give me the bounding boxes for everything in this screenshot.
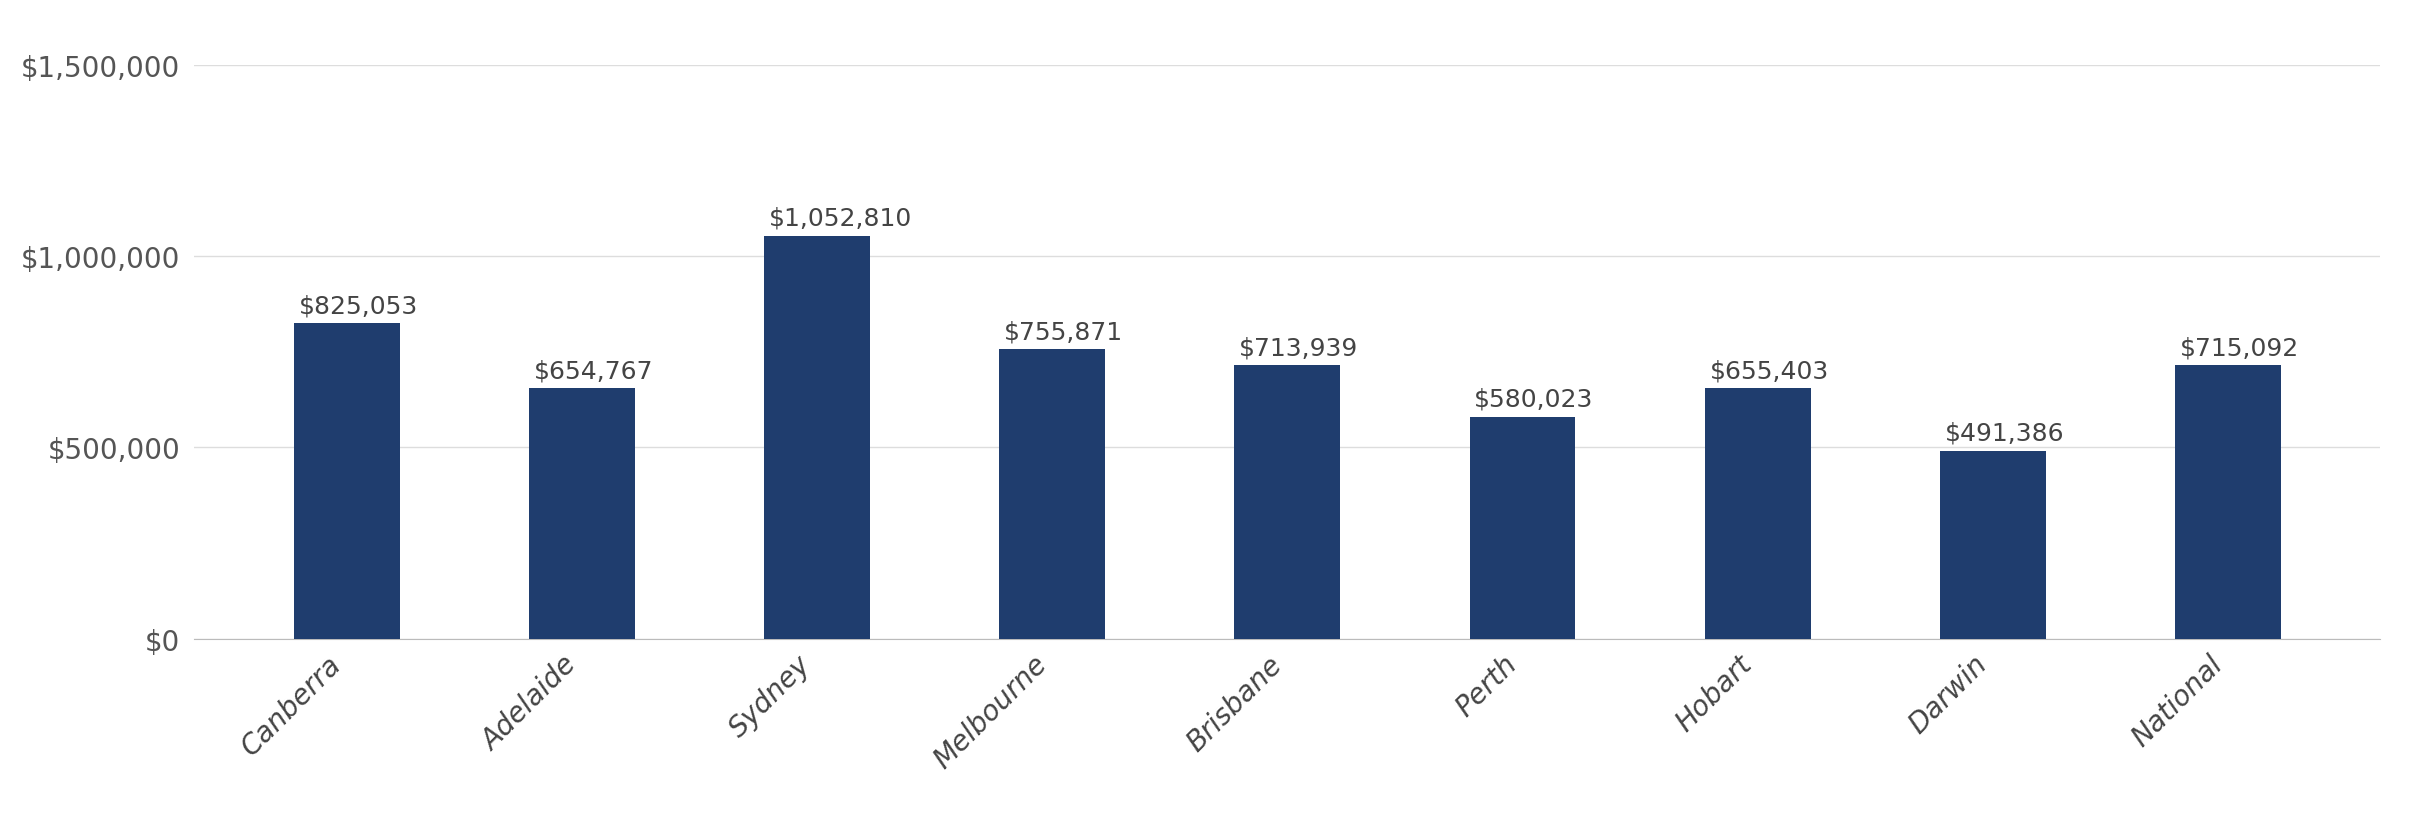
Text: $713,939: $713,939	[1239, 337, 1358, 360]
Bar	[1470, 417, 1576, 639]
Text: $580,023: $580,023	[1474, 387, 1593, 411]
Bar	[2176, 365, 2281, 639]
Text: $654,767: $654,767	[534, 359, 653, 382]
Text: $655,403: $655,403	[1710, 359, 1829, 382]
Text: $715,092: $715,092	[2179, 336, 2300, 360]
Text: $825,053: $825,053	[299, 294, 418, 318]
Bar	[1234, 366, 1341, 639]
Bar	[765, 237, 870, 639]
Text: $1,052,810: $1,052,810	[768, 206, 911, 231]
Bar	[1941, 451, 2045, 639]
Bar	[998, 350, 1105, 639]
Text: $755,871: $755,871	[1003, 320, 1122, 344]
Bar	[1705, 388, 1810, 639]
Bar	[530, 388, 634, 639]
Text: $491,386: $491,386	[1946, 421, 2065, 446]
Bar	[294, 324, 398, 639]
